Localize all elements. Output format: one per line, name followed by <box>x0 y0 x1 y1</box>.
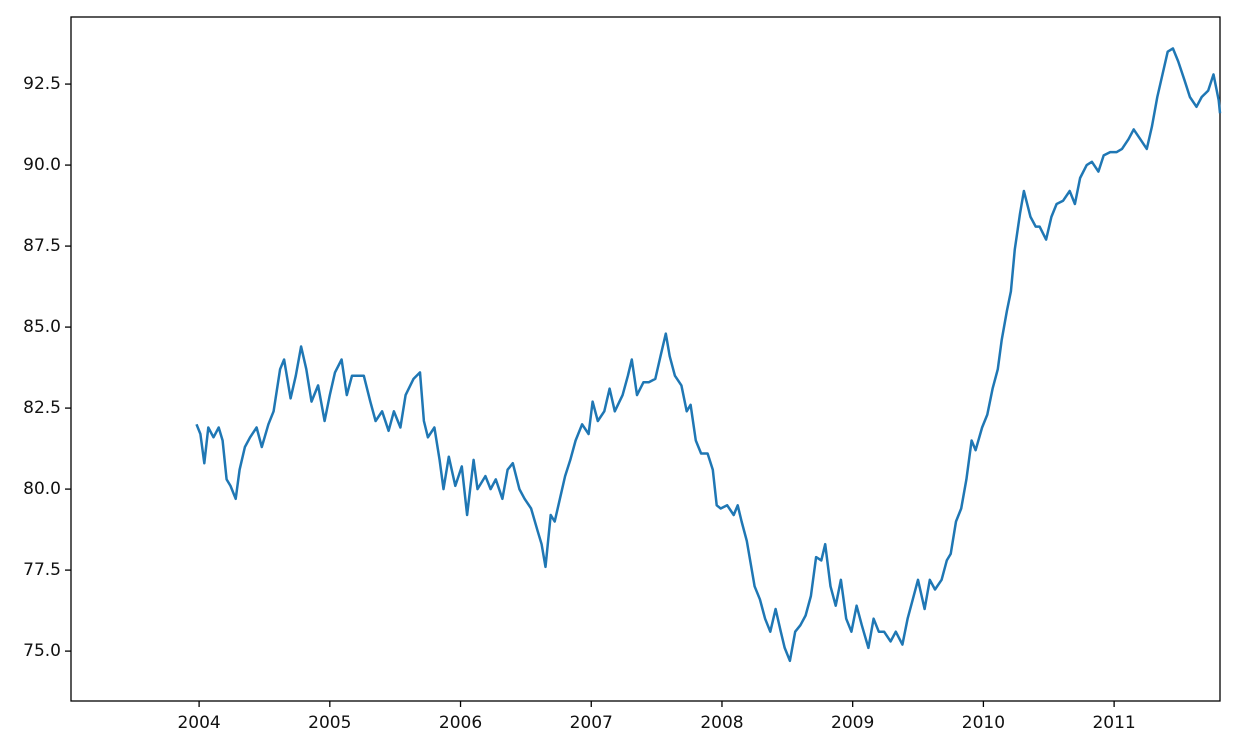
x-tick-label: 2004 <box>177 713 220 733</box>
y-tick-label: 77.5 <box>23 560 61 580</box>
x-tick-label: 2011 <box>1092 713 1135 733</box>
x-tick-label: 2007 <box>570 713 613 733</box>
y-tick-label: 87.5 <box>23 236 61 256</box>
x-tick-label: 2005 <box>308 713 351 733</box>
y-tick-label: 80.0 <box>23 479 61 499</box>
axes-frame <box>70 16 1221 702</box>
y-tick-label: 82.5 <box>23 398 61 418</box>
y-tick-label: 85.0 <box>23 317 61 337</box>
y-tick-label: 92.5 <box>23 74 61 94</box>
x-tick-label: 2006 <box>439 713 482 733</box>
x-tick-label: 2009 <box>831 713 874 733</box>
data-line <box>195 47 1222 663</box>
y-tick-label: 90.0 <box>23 155 61 175</box>
y-tick-label: 75.0 <box>23 641 61 661</box>
x-tick-label: 2008 <box>700 713 743 733</box>
x-tick-label: 2010 <box>962 713 1005 733</box>
